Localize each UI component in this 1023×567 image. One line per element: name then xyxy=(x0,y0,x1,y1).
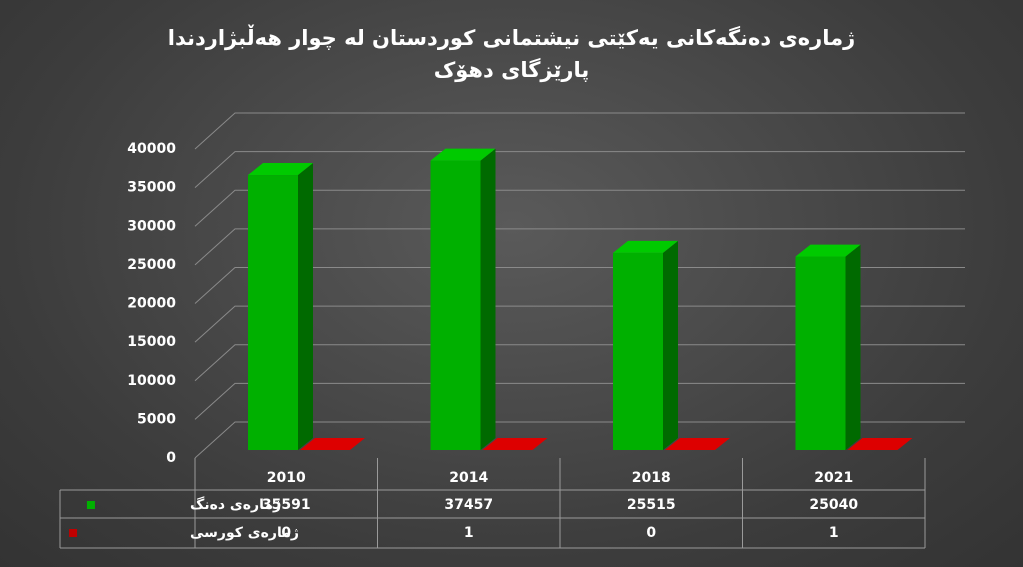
x-tick-label: 2014 xyxy=(449,470,488,486)
table-value: 35591 xyxy=(262,497,311,513)
bar-top xyxy=(300,438,365,450)
bar xyxy=(665,438,730,450)
bar-top xyxy=(847,437,913,450)
table-value: 1 xyxy=(464,525,474,541)
x-tick-label: 2021 xyxy=(814,470,853,486)
y-tick-label: 40000 xyxy=(127,141,176,157)
legend-key xyxy=(86,501,95,509)
legend-label: ژمارەی کورسی xyxy=(190,525,299,541)
bar xyxy=(430,148,496,451)
y-tick-label: 5000 xyxy=(137,411,176,427)
bar-front xyxy=(795,256,846,450)
bar-top xyxy=(665,438,730,450)
bar-front xyxy=(613,252,663,450)
bar-side xyxy=(298,163,313,451)
grid-line xyxy=(194,151,965,188)
table-value: 0 xyxy=(646,525,656,541)
bar-top xyxy=(430,148,496,161)
bar-side xyxy=(480,148,496,451)
table-value: 1 xyxy=(829,525,839,541)
bar xyxy=(613,240,678,450)
grid-line xyxy=(194,305,965,343)
grid-line xyxy=(194,267,965,304)
bar-top xyxy=(248,163,313,176)
y-tick-label: 30000 xyxy=(127,218,176,234)
grid-line xyxy=(194,228,965,266)
table-value: 25040 xyxy=(809,497,858,513)
bar xyxy=(300,438,365,450)
bar xyxy=(248,163,313,451)
table-value: 37457 xyxy=(444,497,493,513)
bar-front xyxy=(248,175,298,451)
grid-line xyxy=(194,189,965,227)
y-tick-label: 35000 xyxy=(127,180,176,196)
legend-label: ژمارەی دەنگ xyxy=(190,496,281,513)
legend-key xyxy=(69,529,78,537)
x-tick-label: 2010 xyxy=(267,470,306,486)
bar-side xyxy=(897,437,913,450)
chart-title: ژمارەی دەنگەکانی یەکێتی نیشتمانی کوردستا… xyxy=(167,26,856,82)
grid-line xyxy=(194,382,965,420)
y-tick-label: 0 xyxy=(166,450,176,466)
bar-top xyxy=(482,437,548,450)
bar-side xyxy=(532,437,548,450)
bar-top xyxy=(613,240,678,253)
bar-side xyxy=(663,240,678,450)
y-tick-label: 20000 xyxy=(127,296,176,312)
table-value: 0 xyxy=(281,525,291,541)
bar-top xyxy=(795,244,861,257)
bar-side xyxy=(845,244,861,450)
grid-line xyxy=(194,112,965,150)
y-tick-label: 25000 xyxy=(127,257,176,273)
bar xyxy=(847,437,913,450)
x-tick-label: 2018 xyxy=(632,470,671,486)
grid-line xyxy=(194,344,965,382)
y-tick-label: 15000 xyxy=(127,334,176,350)
bar xyxy=(795,244,861,450)
bar xyxy=(482,437,548,450)
y-tick-label: 10000 xyxy=(127,373,176,389)
table-value: 25515 xyxy=(627,497,676,513)
bar-front xyxy=(430,160,481,451)
grid-line xyxy=(194,421,965,459)
